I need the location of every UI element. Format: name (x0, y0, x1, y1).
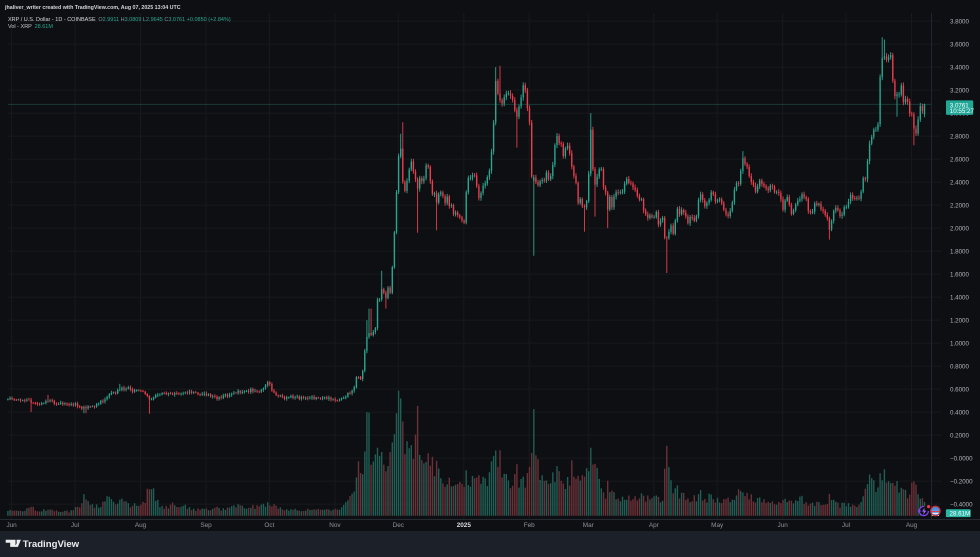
svg-text:1.6000: 1.6000 (950, 271, 969, 278)
svg-text:1.0000: 1.0000 (950, 340, 969, 347)
svg-text:Aug: Aug (135, 522, 147, 529)
svg-text:Jul: Jul (71, 522, 79, 529)
svg-text:−0.2000: −0.2000 (950, 478, 973, 485)
svg-text:TradingView: TradingView (23, 539, 80, 550)
svg-text:3.2000: 3.2000 (950, 87, 969, 94)
svg-text:2.2000: 2.2000 (950, 202, 969, 209)
svg-text:2.6000: 2.6000 (950, 156, 969, 163)
svg-text:3.8000: 3.8000 (950, 18, 969, 25)
svg-text:1.4000: 1.4000 (950, 294, 969, 301)
svg-text:Oct: Oct (264, 522, 274, 529)
svg-text:Aug: Aug (906, 522, 918, 529)
svg-text:Jun: Jun (778, 522, 789, 529)
svg-text:3.0761: 3.0761 (950, 102, 969, 109)
svg-text:−0.0000: −0.0000 (950, 455, 973, 462)
svg-text:−0.4000: −0.4000 (950, 501, 973, 508)
svg-text:Jun: Jun (6, 522, 17, 529)
svg-text:Sep: Sep (200, 522, 212, 529)
svg-text:Apr: Apr (649, 522, 660, 529)
svg-text:Dec: Dec (393, 522, 405, 529)
svg-text:Mar: Mar (583, 522, 595, 529)
svg-text:0.4000: 0.4000 (950, 409, 969, 416)
svg-text:0.2000: 0.2000 (950, 432, 969, 439)
svg-text:XRP / U.S. Dollar - 1D - COINB: XRP / U.S. Dollar - 1D - COINBASE O2.991… (8, 17, 231, 23)
svg-text:1.8000: 1.8000 (950, 248, 969, 255)
svg-text:May: May (711, 522, 724, 529)
svg-text:2.4000: 2.4000 (950, 179, 969, 186)
svg-text:Feb: Feb (524, 522, 535, 529)
svg-text:28.61M: 28.61M (950, 510, 971, 517)
svg-text:2.8000: 2.8000 (950, 133, 969, 140)
svg-text:1.2000: 1.2000 (950, 317, 969, 324)
svg-text:Vol - XRP 28.61M: Vol - XRP 28.61M (8, 24, 53, 30)
svg-text:3.6000: 3.6000 (950, 41, 969, 48)
svg-text:jhaliver_writer created with T: jhaliver_writer created with TradingView… (4, 5, 181, 11)
svg-text:0.6000: 0.6000 (950, 386, 969, 393)
svg-text:Jul: Jul (842, 522, 850, 529)
svg-text:0.8000: 0.8000 (950, 363, 969, 370)
svg-text:2.0000: 2.0000 (950, 225, 969, 232)
svg-text:Nov: Nov (329, 522, 341, 529)
svg-text:10:55:27: 10:55:27 (950, 108, 975, 115)
svg-text:3.4000: 3.4000 (950, 64, 969, 71)
svg-text:2025: 2025 (457, 522, 472, 529)
